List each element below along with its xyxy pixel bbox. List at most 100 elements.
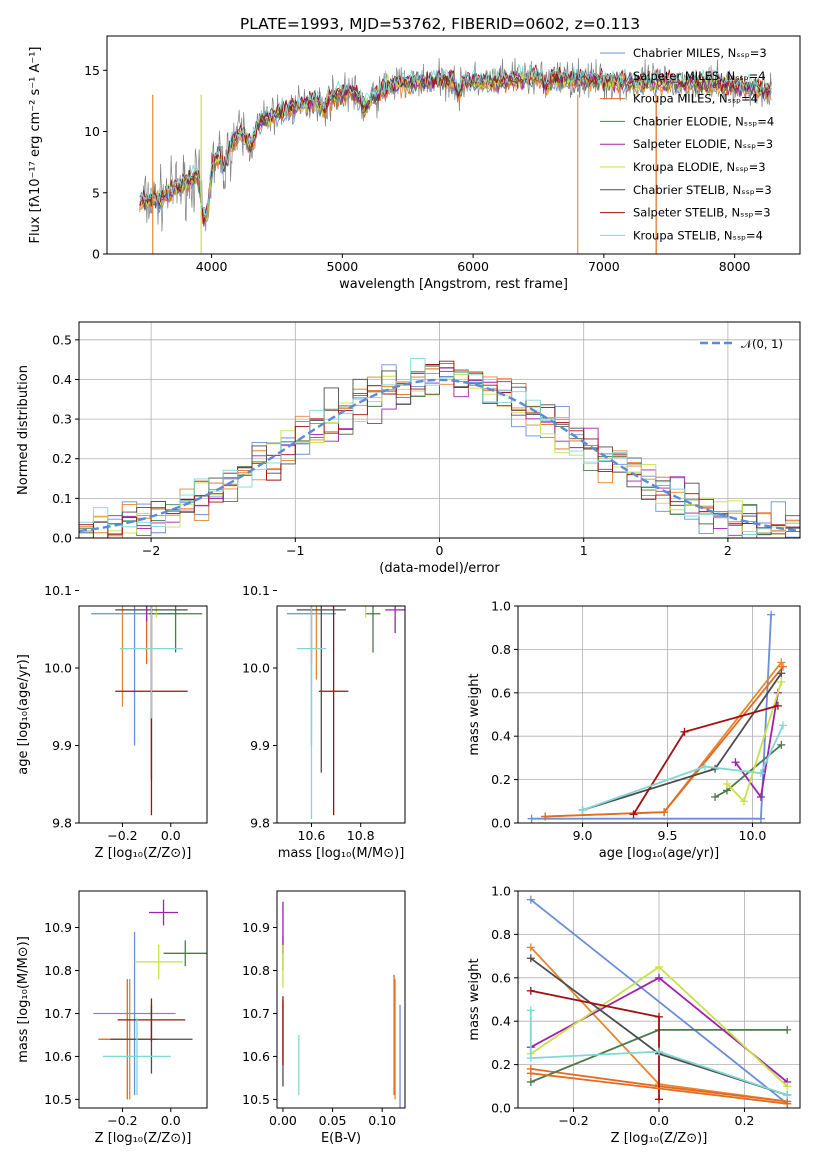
error-bar-point (93, 931, 176, 1096)
x-tick-label: 5000 (326, 259, 358, 274)
y-tick-label: 0.1 (52, 491, 72, 506)
y-tick-label: 0.4 (52, 372, 72, 387)
error-bar-point (365, 606, 381, 653)
y-tick-label: 0.4 (491, 729, 511, 744)
data-point-marker (527, 814, 536, 823)
legend-label: Salpeter ELODIE, Nₛₛₚ=3 (633, 137, 773, 151)
y-tick-label: 0.8 (491, 642, 511, 657)
plot-layer (79, 358, 800, 538)
data-point-marker (578, 805, 587, 814)
weight-series-line (529, 1010, 788, 1096)
legend-label: Kroupa STELIB, Nₛₛₚ=4 (633, 228, 763, 242)
x-tick-label: 0.0 (161, 1113, 181, 1128)
data-point-marker (711, 792, 720, 801)
legend-item: 𝒩(0, 1) (700, 337, 783, 351)
x-tick-label: 6000 (457, 259, 489, 274)
data-point-marker (756, 792, 765, 801)
axes-layer: −0.2 0.0 9.8 9.9 10.0 10.1 Z [log₁₀(Z/Z⊙)] age … (16, 583, 208, 861)
y-axis-label: mass weight (467, 958, 482, 1040)
legend-label: Chabrier MILES, Nₛₛₚ=3 (633, 46, 767, 60)
y-axis-label: age [log₁₀(age/yr)] (16, 654, 31, 775)
weight-series-line (530, 898, 788, 1105)
error-bar-point (296, 606, 327, 820)
y-axis-label: Normed distribution (16, 365, 31, 495)
axes-layer: 0.00 0.05 0.10 10.5 10.6 10.7 10.8 10.9 E(B-V) (242, 890, 406, 1146)
x-tick-label: 0.10 (368, 1113, 396, 1128)
y-tick-label: 9.8 (250, 816, 270, 831)
y-tick-label: 0.2 (491, 1057, 511, 1072)
plot-layer (527, 610, 788, 823)
y-tick-label: 15 (84, 63, 100, 78)
x-axis-label: (data-model)/error (379, 561, 500, 576)
x-tick-label: 10.8 (347, 828, 375, 843)
plot-layer (282, 901, 401, 1108)
y-tick-label: 9.9 (250, 738, 270, 753)
y-tick-label: 0.5 (52, 332, 72, 347)
x-tick-label: 9.0 (573, 828, 593, 843)
error-bar-point (155, 606, 157, 618)
legend-item: Kroupa STELIB, Nₛₛₚ=4 (600, 228, 763, 242)
data-point-marker (777, 740, 786, 749)
x-tick-label: 0.0 (649, 1113, 669, 1128)
legend-item: Salpeter ELODIE, Nₛₛₚ=3 (600, 137, 773, 151)
y-tick-label: 1.0 (491, 599, 511, 614)
data-point-marker (777, 677, 786, 686)
data-point-marker (773, 701, 782, 710)
axes-frame (276, 605, 406, 824)
figure-title: PLATE=1993, MJD=53762, FIBERID=0602, z=0… (240, 15, 640, 33)
legend-item: Chabrier MILES, Nₛₛₚ=3 (600, 46, 767, 60)
error-bar-point (145, 606, 148, 665)
x-tick-label: 2 (724, 543, 732, 558)
plot-layer (93, 899, 207, 1100)
model-spectrum (139, 64, 772, 217)
error-bar-point (163, 940, 207, 967)
panel-age_vs_Z: −0.2 0.0 9.8 9.9 10.0 10.1 Z [log₁₀(Z/Z⊙)] age … (16, 583, 208, 861)
legend-item: Salpeter MILES, Nₛₛₚ=4 (600, 69, 766, 83)
axes-layer: −0.2 0.0 10.5 10.6 10.7 10.8 10.9 Z [log₁₀(Z/Z⊙… (16, 890, 208, 1146)
x-tick-label: 0.05 (319, 1113, 347, 1128)
y-tick-label: 10.0 (44, 661, 72, 676)
data-point-marker (526, 954, 535, 963)
y-tick-label: 10.1 (44, 583, 72, 598)
error-bar-point (318, 606, 349, 816)
error-bar-point (149, 606, 203, 653)
x-tick-label: 1 (580, 543, 588, 558)
y-tick-label: 0.6 (491, 970, 511, 985)
y-tick-label: 0.2 (52, 451, 72, 466)
x-axis-label: Z [log₁₀(Z/Z⊙)] (611, 1131, 708, 1146)
error-bar-point (385, 606, 405, 634)
weight-series-line (530, 1072, 788, 1105)
data-point-marker (526, 986, 535, 995)
x-tick-label: 0.00 (269, 1113, 297, 1128)
data-point-marker (777, 658, 786, 667)
y-tick-label: 9.8 (52, 816, 72, 831)
axes-layer: −0.2 0.0 0.2 0.0 0.2 0.4 0.6 0.8 1.0 Z [log₁₀(Z/Z… (467, 884, 801, 1146)
y-tick-label: 0.2 (491, 772, 511, 787)
legend-item: Kroupa ELODIE, Nₛₛₚ=3 (600, 160, 766, 174)
data-point-marker (655, 1095, 663, 1104)
y-tick-label: 0.0 (491, 1101, 511, 1116)
x-axis-label: mass [log₁₀(M/M⊙)] (278, 846, 405, 861)
panel-spectrum: 4000 5000 6000 7000 8000 0 5 10 15 wavelength [An… (28, 35, 801, 292)
y-tick-label: 10.0 (242, 661, 270, 676)
data-point-marker (541, 812, 550, 821)
x-axis-label: Z [log₁₀(Z/Z⊙)] (95, 1131, 192, 1146)
y-tick-label: 0 (92, 247, 100, 262)
x-tick-label: 7000 (588, 259, 620, 274)
x-tick-label: 4000 (196, 259, 228, 274)
y-axis-label: mass weight (467, 673, 482, 755)
y-tick-label: 10.7 (44, 1006, 72, 1021)
y-axis-label: Flux [fλ10⁻¹⁷ erg cm⁻² s⁻¹ A⁻¹] (28, 47, 43, 244)
legend-label: Chabrier ELODIE, Nₛₛₚ=4 (633, 114, 774, 128)
plot-layer (286, 606, 405, 820)
plot-layer (526, 895, 792, 1108)
data-point-marker (629, 810, 638, 819)
y-tick-label: 0.4 (491, 1014, 511, 1029)
legend-label: Kroupa MILES, Nₛₛₚ=4 (633, 92, 758, 106)
x-tick-label: 9.5 (658, 828, 678, 843)
axes-frame (517, 605, 801, 824)
y-tick-label: 10 (84, 124, 100, 139)
data-point-marker (731, 758, 740, 767)
